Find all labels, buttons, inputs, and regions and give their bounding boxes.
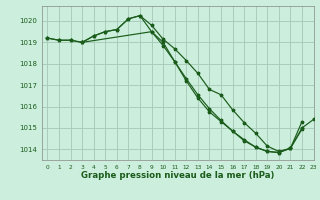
X-axis label: Graphe pression niveau de la mer (hPa): Graphe pression niveau de la mer (hPa) bbox=[81, 171, 274, 180]
